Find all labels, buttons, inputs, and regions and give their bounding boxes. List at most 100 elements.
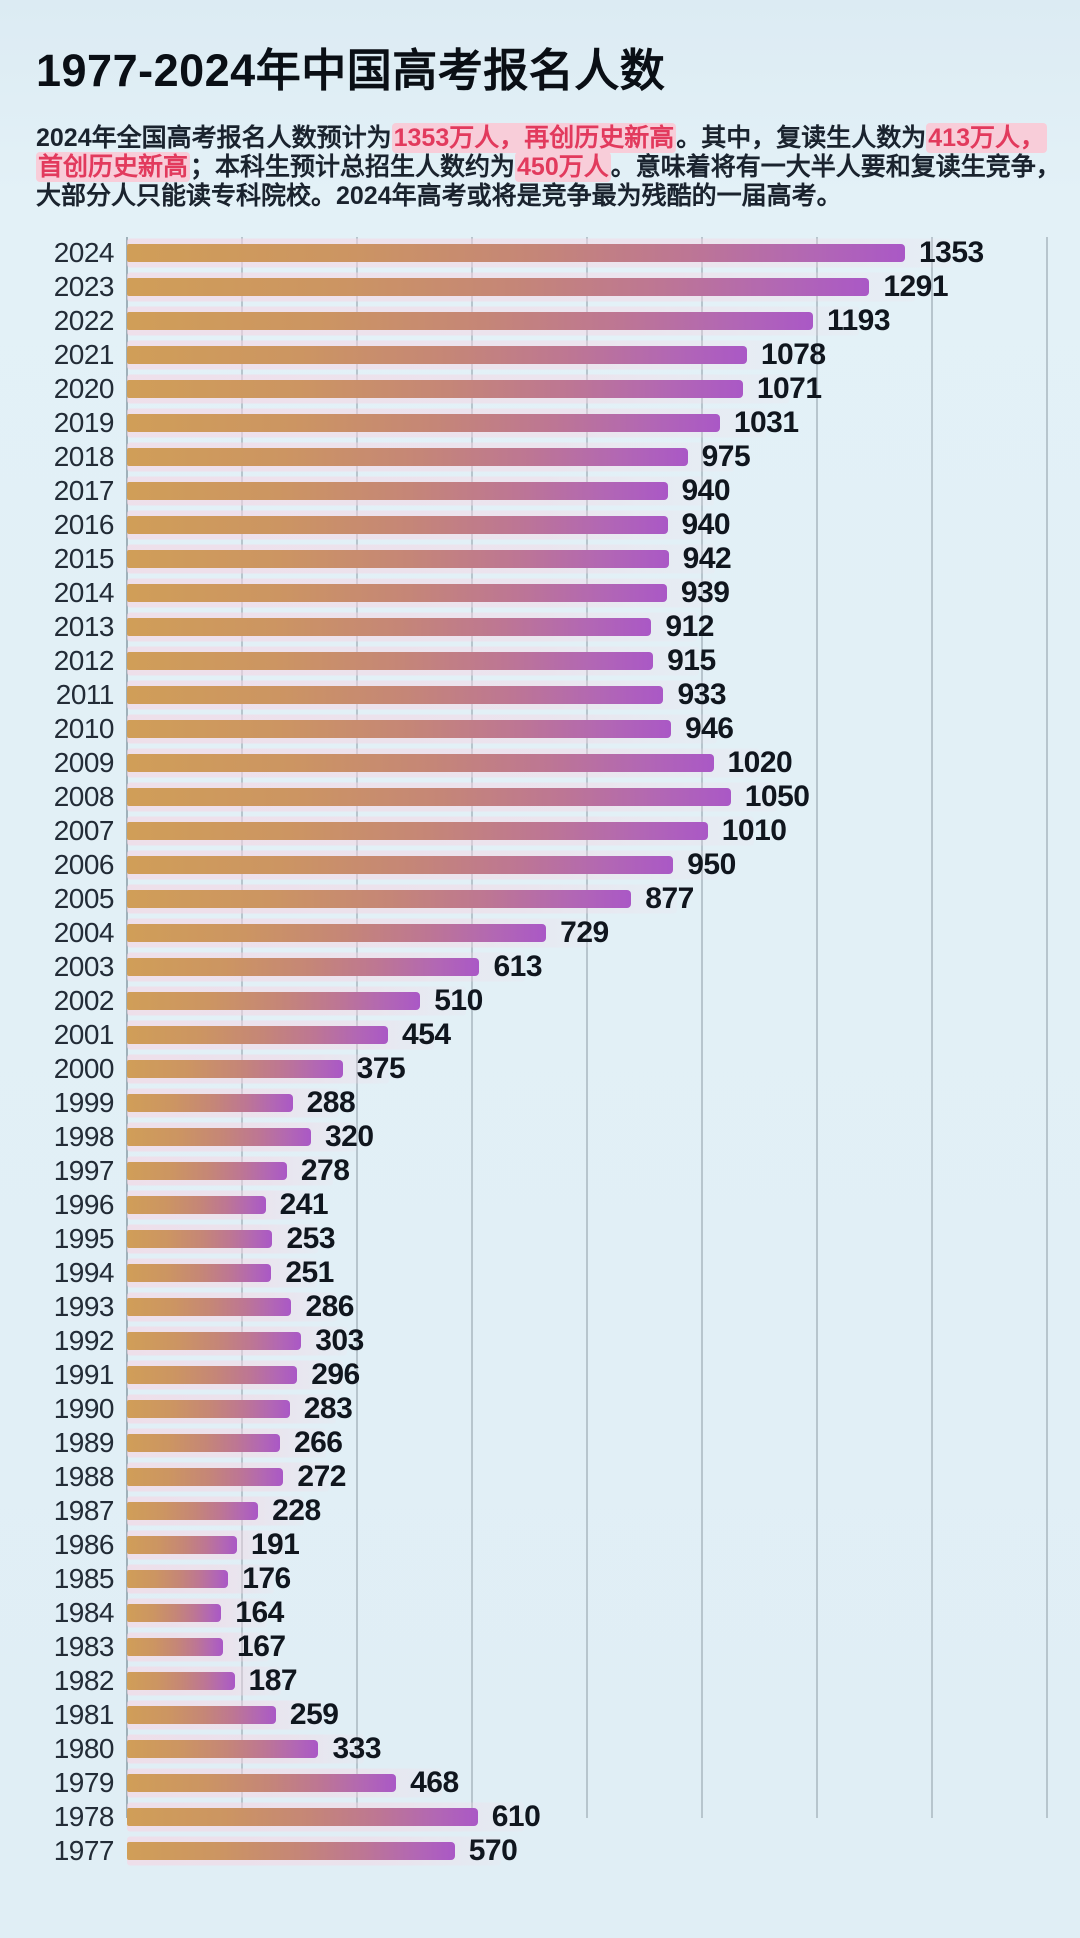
- year-label: 2010: [53, 713, 115, 744]
- row-plot: 1071: [127, 372, 1047, 406]
- year-label: 2014: [53, 577, 115, 608]
- chart-row: 1999 288: [0, 1086, 1080, 1120]
- subtitle-line: 大部分人只能读专科院校。2024年高考或将是竞争最为残酷的一届高考。: [36, 182, 1056, 211]
- year-label: 1982: [53, 1665, 115, 1696]
- chart-row: 1986 191: [0, 1528, 1080, 1562]
- year-label: 1990: [53, 1393, 115, 1424]
- bar: [127, 1162, 287, 1180]
- value-label: 877: [645, 882, 694, 915]
- bar: [127, 414, 720, 432]
- bar: [127, 1434, 280, 1452]
- chart-row: 1985 176: [0, 1562, 1080, 1596]
- bar: [127, 380, 743, 398]
- bar: [127, 890, 632, 908]
- row-plot: 251: [127, 1256, 1047, 1290]
- value-label: 1020: [727, 746, 793, 779]
- chart-row: 1998 320: [0, 1120, 1080, 1154]
- row-plot: 729: [127, 916, 1047, 950]
- bar: [127, 1842, 455, 1860]
- bar: [127, 1026, 389, 1044]
- chart-row: 2019 1031: [0, 406, 1080, 440]
- row-plot: 375: [127, 1052, 1047, 1086]
- subtitle-text: 大部分人只能读专科院校。2024年高考或将是竞争最为残酷的一届高考。: [36, 182, 842, 210]
- bar: [127, 856, 674, 874]
- bar: [127, 822, 708, 840]
- year-label: 2015: [53, 543, 115, 574]
- bar: [127, 1366, 298, 1384]
- row-plot: 288: [127, 1086, 1047, 1120]
- row-plot: 176: [127, 1562, 1047, 1596]
- row-plot: 187: [127, 1664, 1047, 1698]
- value-label: 610: [491, 1800, 541, 1833]
- subtitle-line: 2024年全国高考报名人数预计为1353万人，再创历史新高。其中，复读生人数为4…: [36, 123, 1056, 153]
- bar: [127, 652, 654, 670]
- chart-row: 2018 975: [0, 440, 1080, 474]
- bar: [127, 1808, 478, 1826]
- bar-chart: 2024 1353 2023 1291 2022 1193 2021 1078: [0, 236, 1080, 1867]
- bar: [127, 1094, 293, 1112]
- chart-row: 1982 187: [0, 1664, 1080, 1698]
- chart-row: 2002 510: [0, 984, 1080, 1018]
- bar: [127, 1264, 272, 1282]
- row-plot: 1050: [127, 780, 1047, 814]
- chart-row: 1981 259: [0, 1698, 1080, 1732]
- chart-row: 1977 570: [0, 1834, 1080, 1868]
- value-label: 272: [297, 1460, 346, 1493]
- year-label: 2019: [53, 407, 115, 438]
- year-label: 1992: [53, 1325, 115, 1356]
- value-label: 1031: [733, 406, 799, 439]
- bar: [127, 1740, 319, 1758]
- bar: [127, 1332, 302, 1350]
- year-label: 1999: [53, 1087, 115, 1118]
- value-label: 266: [293, 1426, 343, 1459]
- chart-row: 1983 167: [0, 1630, 1080, 1664]
- bar: [127, 482, 668, 500]
- row-plot: 253: [127, 1222, 1047, 1256]
- chart-row: 1995 253: [0, 1222, 1080, 1256]
- row-plot: 164: [127, 1596, 1047, 1630]
- value-label: 1353: [918, 236, 984, 269]
- bar: [127, 244, 905, 262]
- chart-row: 1979 468: [0, 1766, 1080, 1800]
- row-plot: 946: [127, 712, 1047, 746]
- year-label: 1988: [53, 1461, 115, 1492]
- bar: [127, 1502, 259, 1520]
- bar: [127, 1638, 224, 1656]
- row-plot: 975: [127, 440, 1047, 474]
- chart-row: 1996 241: [0, 1188, 1080, 1222]
- chart-row: 2005 877: [0, 882, 1080, 916]
- chart-row: 1997 278: [0, 1154, 1080, 1188]
- gridline: [471, 237, 473, 1818]
- chart-row: 2010 946: [0, 712, 1080, 746]
- subtitle-text: 。意味着将有一大半人要和复读生竞争，: [610, 153, 1061, 181]
- chart-row: 1992 303: [0, 1324, 1080, 1358]
- bar: [127, 346, 747, 364]
- chart-row: 2011 933: [0, 678, 1080, 712]
- year-label: 1996: [53, 1189, 115, 1220]
- year-label: 2013: [53, 611, 115, 642]
- chart-row: 2008 1050: [0, 780, 1080, 814]
- chart-row: 2000 375: [0, 1052, 1080, 1086]
- value-label: 729: [560, 916, 609, 949]
- value-label: 176: [242, 1562, 291, 1595]
- chart-row: 2023 1291: [0, 270, 1080, 304]
- bar: [127, 1230, 273, 1248]
- value-label: 1050: [744, 780, 810, 813]
- year-label: 2023: [53, 271, 115, 302]
- row-plot: 167: [127, 1630, 1047, 1664]
- year-label: 2005: [53, 883, 115, 914]
- value-label: 940: [681, 474, 731, 507]
- year-label: 2016: [53, 509, 115, 540]
- year-label: 1997: [53, 1155, 115, 1186]
- bar: [127, 924, 547, 942]
- year-label: 2018: [53, 441, 115, 472]
- value-label: 228: [272, 1494, 321, 1527]
- chart-row: 1989 266: [0, 1426, 1080, 1460]
- year-label: 1994: [53, 1257, 115, 1288]
- value-label: 940: [681, 508, 731, 541]
- row-plot: 228: [127, 1494, 1047, 1528]
- bar: [127, 1060, 343, 1078]
- value-label: 950: [687, 848, 736, 881]
- bar: [127, 686, 664, 704]
- row-plot: 939: [127, 576, 1047, 610]
